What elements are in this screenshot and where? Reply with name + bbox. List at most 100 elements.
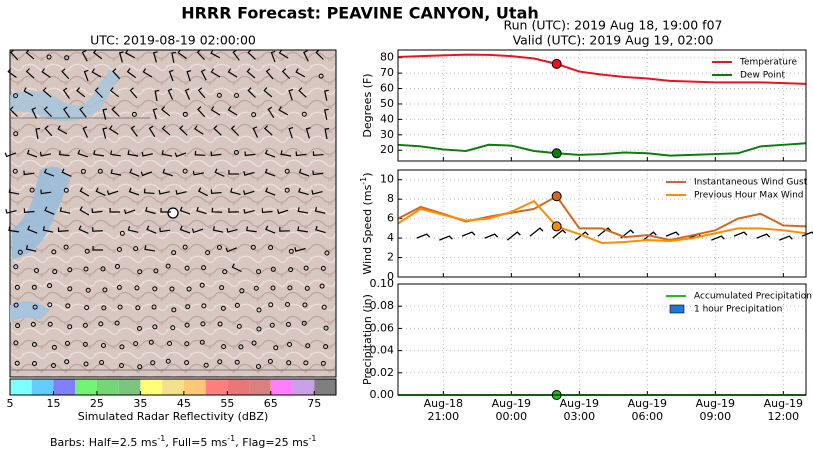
wind-barb <box>311 190 323 195</box>
wind-barb <box>102 108 108 120</box>
wind-barb <box>129 87 138 99</box>
wind-barb <box>298 187 309 196</box>
calm-marker <box>200 321 206 327</box>
calm-marker <box>253 285 259 291</box>
calm-marker <box>169 286 175 292</box>
wind-barb <box>295 68 306 78</box>
wind-barb <box>125 49 136 59</box>
y-tick-label: 0.06 <box>370 321 395 334</box>
y-tick-label: 80 <box>380 51 394 64</box>
calm-marker <box>84 248 90 254</box>
calm-marker <box>31 341 37 347</box>
calm-marker <box>47 321 53 327</box>
lake <box>10 301 50 322</box>
calm-marker <box>82 322 88 328</box>
wind-barb <box>109 87 120 98</box>
legend-label: Accumulated Precipitation <box>694 292 812 302</box>
wind-barb <box>79 106 87 118</box>
wind-barb <box>118 51 124 63</box>
calm-marker <box>83 361 89 367</box>
calm-marker <box>13 302 19 308</box>
calm-marker <box>100 266 106 272</box>
text-part: Degrees (F) <box>361 73 374 137</box>
x-tick-label: Aug-19 <box>696 397 735 410</box>
calm-marker <box>251 340 257 346</box>
wind-barb <box>27 225 38 234</box>
legend-label: Previous Hour Max Wind <box>694 191 804 201</box>
calm-marker <box>234 93 240 99</box>
calm-marker <box>12 168 18 174</box>
calm-marker <box>114 320 120 326</box>
wind-barb <box>642 231 657 241</box>
wind-barb <box>801 231 813 237</box>
calm-marker <box>32 304 38 310</box>
calm-marker <box>135 305 141 311</box>
wind-barb <box>323 108 329 120</box>
wind-barb <box>196 49 205 60</box>
wind-barb <box>5 209 17 214</box>
calm-marker <box>185 304 191 310</box>
calm-marker <box>170 325 176 331</box>
calm-marker <box>29 187 35 193</box>
y-tick-label: 8 <box>387 192 394 205</box>
wind-barb <box>711 235 725 241</box>
calm-marker <box>256 307 262 313</box>
barb-note: Barbs: Half=2.5 ms-1, Full=5 ms-1, Flag=… <box>50 434 317 449</box>
calm-marker <box>137 364 143 370</box>
wind-barb <box>110 169 122 176</box>
color-bin <box>118 379 141 395</box>
wind-barb <box>76 87 86 98</box>
calm-marker <box>15 323 21 329</box>
wind-barb <box>62 106 71 118</box>
wind-barb <box>324 89 329 101</box>
calm-marker <box>256 326 262 332</box>
wind-barb <box>267 106 275 119</box>
calm-marker <box>184 322 190 328</box>
wind-barb <box>243 190 255 195</box>
x-tick-label: 03:00 <box>563 410 595 423</box>
wind-barb <box>461 231 476 237</box>
calm-marker <box>301 111 307 117</box>
calm-marker <box>221 344 227 350</box>
wind-barb <box>733 231 748 237</box>
calm-marker <box>167 341 173 347</box>
wind-barb <box>79 187 90 197</box>
color-bin <box>249 379 271 395</box>
calm-marker <box>239 288 245 294</box>
wind-barb <box>228 170 239 175</box>
wind-barb <box>197 106 206 118</box>
calm-marker <box>256 269 262 275</box>
calm-marker <box>119 230 125 236</box>
calm-marker <box>85 287 91 293</box>
wind-barb <box>41 68 51 78</box>
calm-marker <box>273 345 279 351</box>
wind-barb <box>278 49 289 59</box>
wind-barb <box>146 225 157 234</box>
calm-marker <box>31 360 37 366</box>
calm-marker <box>217 359 223 365</box>
color-bin <box>140 379 163 395</box>
wind-barb <box>23 170 35 176</box>
wind-barb <box>61 168 72 177</box>
wind-barb <box>102 127 108 139</box>
wind-barb <box>144 245 156 252</box>
legend-swatch <box>669 304 685 314</box>
wind-barb <box>175 189 187 195</box>
wind-barb <box>210 106 221 116</box>
wind-barb <box>57 227 69 232</box>
wind-barb <box>265 68 274 80</box>
series-line <box>397 53 807 85</box>
calm-marker <box>101 305 107 311</box>
calm-marker <box>148 339 154 345</box>
wind-barb <box>111 106 120 117</box>
wind-barb <box>8 188 20 195</box>
calm-marker <box>17 249 23 255</box>
x-axis-label: Simulated Radar Reflectivity (dBZ) <box>78 410 269 423</box>
calm-marker <box>301 320 307 326</box>
wind-barb <box>297 226 308 233</box>
wind-barb <box>23 208 35 214</box>
wind-barb <box>78 225 89 234</box>
wind-barb <box>161 106 171 117</box>
wind-barb <box>141 151 153 157</box>
wind-barb <box>42 87 52 98</box>
